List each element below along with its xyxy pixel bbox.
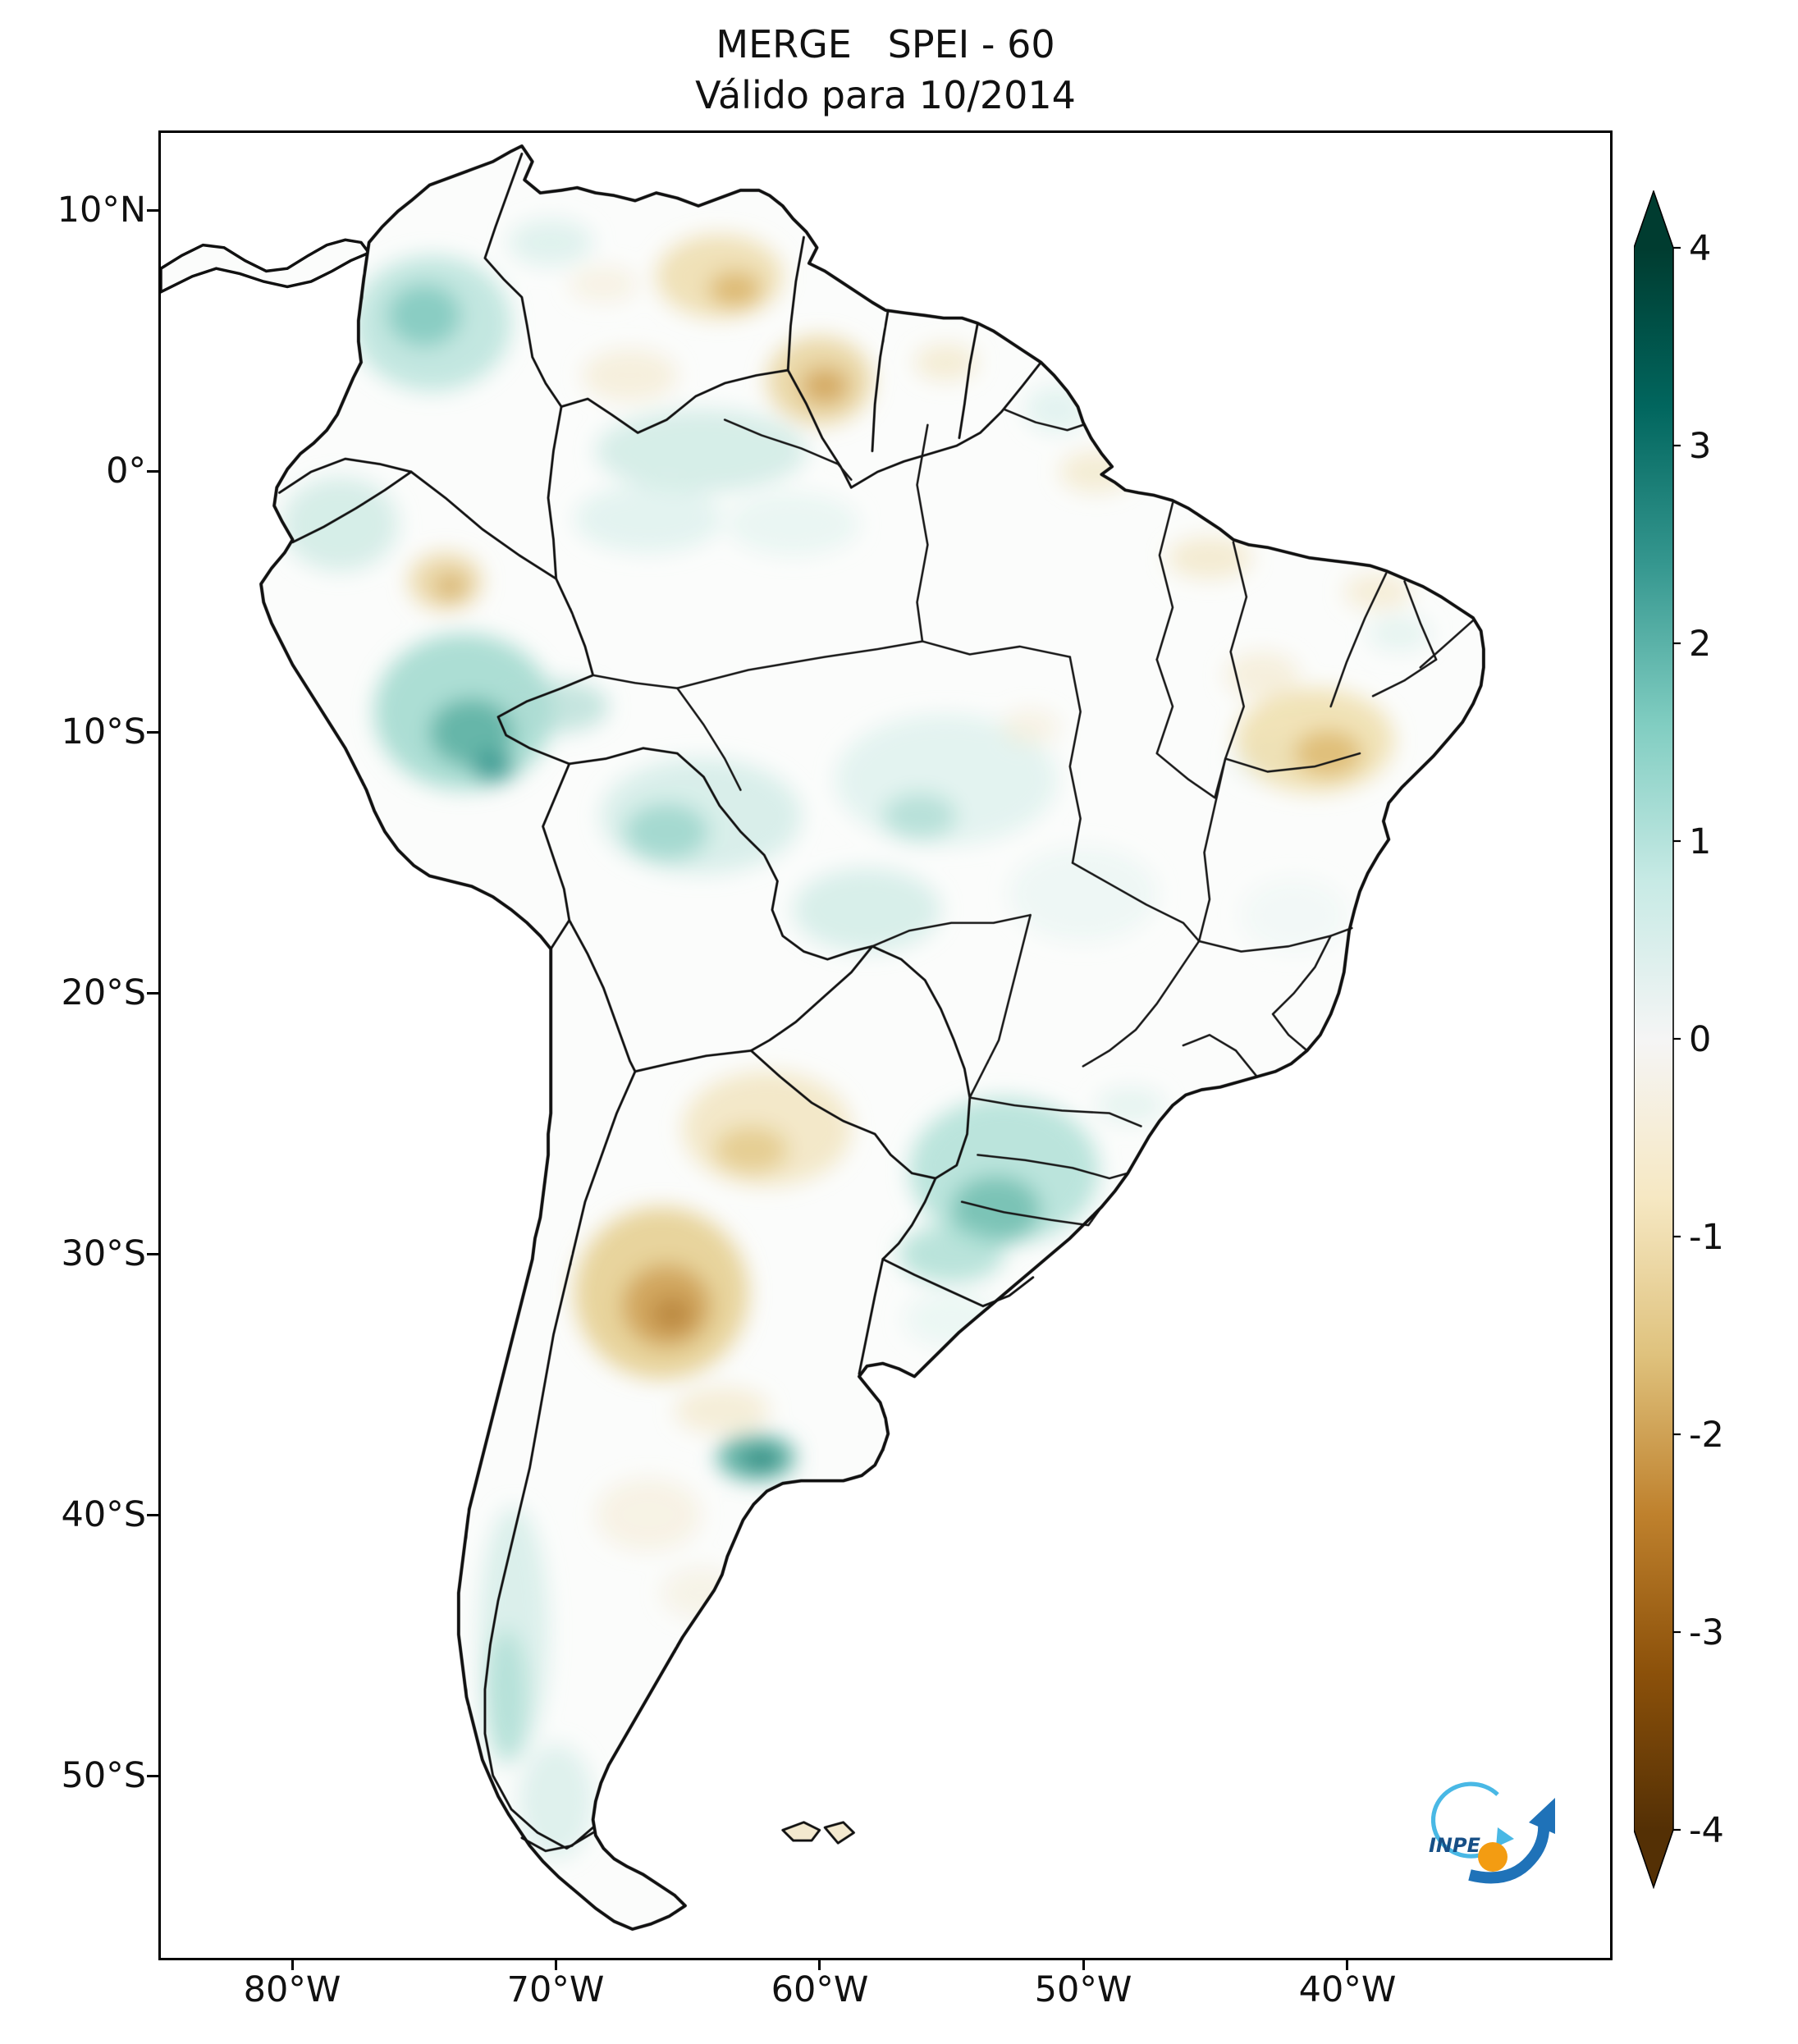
blue-swoosh-icon — [1468, 1822, 1550, 1884]
swoosh-arrowhead-icon — [1529, 1798, 1555, 1834]
map-canvas — [161, 144, 1485, 1931]
colorbar-label-4: 4 — [1689, 228, 1712, 269]
inpe-logo: INPE — [1429, 1781, 1555, 1884]
y-tick-label-10s: 10°S — [61, 711, 146, 752]
x-tick-label-60w: 60°W — [771, 1969, 869, 2010]
y-tick-mark — [147, 1775, 158, 1777]
x-tick-mark — [291, 1959, 294, 1970]
panama-isthmus — [161, 238, 372, 294]
y-tick-label-30s: 30°S — [61, 1233, 146, 1274]
colorbar — [1634, 190, 1681, 1889]
y-tick-mark — [147, 992, 158, 995]
y-tick-mark — [147, 209, 158, 212]
y-tick-mark — [147, 1514, 158, 1516]
x-tick-label-80w: 80°W — [243, 1969, 341, 2010]
colorbar-label-m3: -3 — [1689, 1612, 1724, 1653]
falkland-islands — [781, 1821, 855, 1845]
colorbar-label-3: 3 — [1689, 426, 1712, 467]
y-tick-label-20s: 20°S — [61, 972, 146, 1013]
y-tick-mark — [147, 731, 158, 734]
x-tick-label-40w: 40°W — [1298, 1969, 1397, 2010]
state-borders — [592, 408, 1475, 1227]
y-tick-mark — [147, 470, 158, 473]
x-tick-mark — [818, 1959, 821, 1970]
x-tick-label-70w: 70°W — [506, 1969, 605, 2010]
inpe-logo-text: INPE — [1429, 1834, 1481, 1857]
colorbar-label-0: 0 — [1689, 1019, 1712, 1060]
country-borders — [278, 152, 1042, 1853]
y-tick-label-40s: 40°S — [61, 1494, 146, 1535]
colorbar-label-m4: -4 — [1689, 1810, 1724, 1851]
y-tick-label-10n: 10°N — [57, 190, 146, 231]
figure-subtitle: Válido para 10/2014 — [695, 73, 1076, 117]
x-tick-mark — [555, 1959, 557, 1970]
x-tick-mark — [1346, 1959, 1348, 1970]
x-tick-label-50w: 50°W — [1034, 1969, 1132, 2010]
colorbar-label-m2: -2 — [1689, 1415, 1724, 1456]
colorbar-label-m1: -1 — [1689, 1217, 1724, 1258]
colorbar-gradient-bar — [1634, 190, 1674, 1889]
y-tick-label-50s: 50°S — [61, 1755, 146, 1796]
south-america-landmass — [261, 145, 1484, 1930]
map-frame: INPE — [158, 130, 1613, 1960]
orange-sphere-icon — [1478, 1842, 1507, 1872]
y-tick-label-0: 0° — [106, 450, 146, 492]
y-tick-mark — [147, 1253, 158, 1255]
figure-title: MERGE SPEI - 60 — [716, 22, 1055, 66]
colorbar-tick-marks — [1673, 246, 1681, 1831]
x-tick-mark — [1082, 1959, 1085, 1970]
colorbar-label-2: 2 — [1689, 624, 1712, 665]
orbit-arrowhead-icon — [1496, 1827, 1514, 1847]
colorbar-label-1: 1 — [1689, 821, 1712, 862]
